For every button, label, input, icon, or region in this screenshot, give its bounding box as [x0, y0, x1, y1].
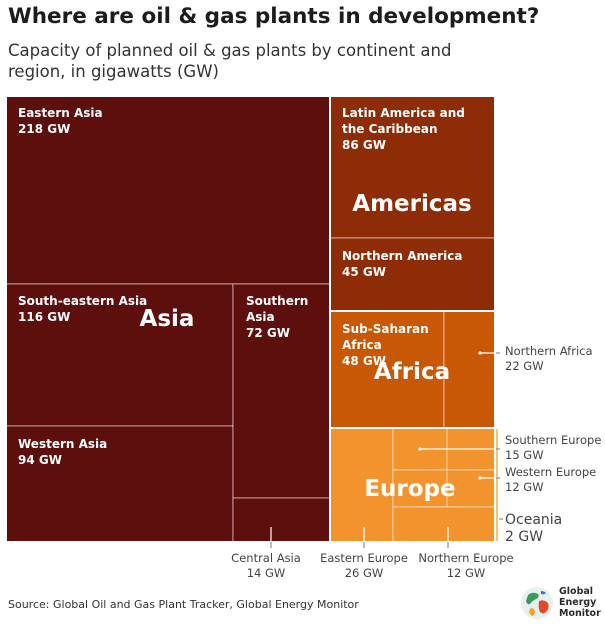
brand-logo: Global Energy Monitor — [519, 585, 603, 621]
label-southern-europe-value: 15 GW — [505, 448, 544, 462]
tile-western-asia — [5, 425, 234, 543]
tile-northern-europe — [392, 506, 496, 543]
brand-name: Global Energy Monitor — [559, 586, 605, 619]
tile-latin-america-and-the-caribbean — [329, 95, 496, 239]
label-northern-europe-name: Northern Europe — [418, 551, 513, 565]
label-latin-america-and-the-caribbean-value: 86 GW — [342, 138, 386, 152]
label-southern-asia-name-1: Southern — [246, 294, 308, 308]
label-northern-africa-name: Northern Africa — [505, 344, 593, 358]
label-latin-america-and-the-caribbean-name-2: the Caribbean — [342, 122, 438, 136]
group-label-americas: Americas — [352, 191, 471, 217]
brand-line-1: Global — [559, 586, 594, 597]
label-northern-europe-value: 12 GW — [447, 566, 486, 580]
tile-western-europe — [392, 469, 496, 508]
group-label-africa: Africa — [374, 359, 450, 385]
label-southern-europe-dot — [418, 447, 422, 451]
chart-title: Where are oil & gas plants in developmen… — [8, 4, 540, 29]
brand-line-3: Monitor — [559, 608, 601, 619]
label-western-asia-value: 94 GW — [18, 453, 62, 467]
tile-sub-saharan-africa — [329, 310, 445, 429]
group-border-oceania — [494, 427, 500, 543]
label-south-eastern-asia-value: 116 GW — [18, 310, 70, 324]
label-central-asia-name: Central Asia — [231, 551, 301, 565]
globe-icon — [521, 587, 553, 619]
label-northern-africa-value: 22 GW — [505, 359, 544, 373]
chart-subtitle: Capacity of planned oil & gas plants by … — [8, 41, 452, 81]
tile-northern-america — [329, 237, 496, 312]
label-sub-saharan-africa-name-1: Sub-Saharan — [342, 322, 429, 336]
label-central-asia-value: 14 GW — [247, 566, 286, 580]
label-sub-saharan-africa-name-2: Africa — [342, 338, 382, 352]
label-western-europe-dot — [478, 476, 482, 480]
label-oceania-value: 2 GW — [505, 529, 543, 545]
label-eastern-asia-value: 218 GW — [18, 122, 70, 136]
tile-northern-africa — [443, 310, 496, 429]
label-south-eastern-asia-name: South-eastern Asia — [18, 294, 147, 308]
brand-line-2: Energy — [559, 597, 597, 608]
tile-eastern-asia — [5, 95, 331, 285]
group-label-asia: Asia — [140, 306, 195, 332]
label-northern-america-name: Northern America — [342, 249, 462, 263]
label-eastern-europe-name: Eastern Europe — [320, 551, 408, 565]
label-eastern-europe-value: 26 GW — [345, 566, 384, 580]
label-northern-africa-dot — [478, 351, 482, 355]
source-note: Source: Global Oil and Gas Plant Tracker… — [8, 598, 359, 611]
label-western-europe-value: 12 GW — [505, 480, 544, 494]
label-southern-asia-value: 72 GW — [246, 326, 290, 340]
label-western-asia-name: Western Asia — [18, 437, 107, 451]
group-label-europe: Europe — [364, 476, 455, 502]
label-southern-europe-name: Southern Europe — [505, 433, 601, 447]
label-sub-saharan-africa-value: 48 GW — [342, 354, 386, 368]
label-latin-america-and-the-caribbean-name-1: Latin America and — [342, 106, 465, 120]
label-northern-america-value: 45 GW — [342, 265, 386, 279]
label-western-europe-name: Western Europe — [505, 465, 596, 479]
label-southern-asia-name-2: Asia — [246, 310, 275, 324]
label-eastern-asia-name: Eastern Asia — [18, 106, 103, 120]
label-oceania-name: Oceania — [505, 512, 562, 528]
tile-central-asia — [232, 497, 331, 543]
